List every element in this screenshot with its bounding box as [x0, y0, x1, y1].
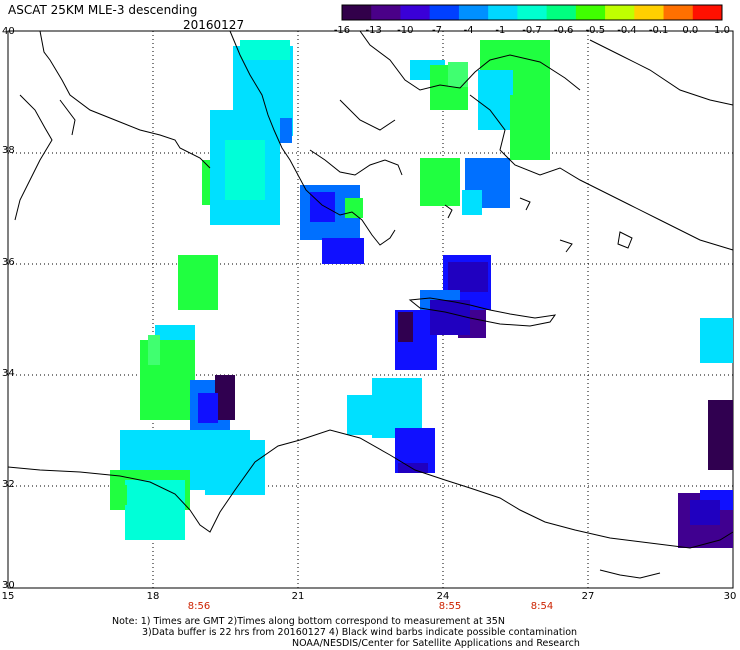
swath-cell: [510, 95, 550, 160]
colorbar-label: -7: [432, 25, 442, 36]
lat-label-36: 36: [2, 257, 15, 268]
lat-label-34: 34: [2, 368, 15, 379]
swath-cell: [240, 40, 290, 60]
colorbar: [341, 4, 723, 21]
lon-label-18: 18: [146, 591, 160, 602]
colorbar-segment: [342, 5, 372, 20]
colorbar-label: -13: [365, 25, 382, 36]
map-title: ASCAT 25KM MLE-3 descending: [8, 3, 198, 17]
colorbar-label: -16: [333, 25, 351, 36]
colorbar-segment: [371, 5, 401, 20]
colorbar-label: -4: [463, 25, 474, 36]
lat-label-38: 38: [2, 145, 15, 156]
lat-label-40: 40: [2, 26, 15, 37]
swath-cell: [115, 485, 127, 505]
colorbar-label: -0.7: [522, 25, 542, 36]
swath-cell: [215, 375, 235, 420]
map-frame: [7, 30, 734, 589]
swath-cell: [148, 335, 160, 365]
note-line-1: Note: 1) Times are GMT 2)Times along bot…: [112, 616, 505, 627]
swath-cell: [478, 70, 513, 130]
scatterometer-swaths: [110, 40, 733, 548]
colorbar-segment: [605, 5, 635, 20]
swath-cell: [398, 463, 428, 473]
swath-cell: [178, 255, 218, 310]
swath-cell: [448, 262, 488, 292]
colorbar-segment: [517, 5, 548, 20]
swath-cell: [430, 300, 470, 335]
lat-label-32: 32: [2, 479, 15, 490]
colorbar-segment: [575, 5, 606, 20]
map-date: 20160127: [183, 18, 245, 32]
swath-cell: [125, 480, 185, 540]
swath-cell: [398, 312, 413, 342]
colorbar-label: -0.4: [617, 25, 637, 36]
swath-cell: [690, 500, 720, 525]
colorbar-label: -0.1: [648, 25, 669, 36]
swath-cell: [345, 198, 363, 218]
colorbar-segment: [488, 5, 518, 20]
swath-cell: [462, 190, 482, 215]
swath-cell: [420, 158, 460, 206]
swath-cell: [310, 192, 335, 222]
note-line-2: 3)Data buffer is 22 hrs from 20160127 4)…: [142, 627, 578, 638]
footnotes: Note: 1) Times are GMT 2)Times along bot…: [112, 616, 580, 649]
time-label-1: 8:56: [187, 601, 211, 612]
colorbar-segment: [400, 5, 431, 20]
colorbar-label: 1.0: [714, 25, 730, 36]
time-label-3: 8:54: [530, 601, 554, 612]
colorbar-label: -0.6: [553, 25, 574, 36]
colorbar-segment: [429, 5, 460, 20]
colorbar-label: 0.0: [682, 25, 699, 36]
swath-cell: [202, 160, 210, 205]
lon-label-21: 21: [291, 591, 305, 602]
colorbar-segment: [663, 5, 694, 20]
colorbar-segment: [458, 5, 489, 20]
coastlines: [7, 30, 734, 579]
swath-cell: [700, 318, 733, 363]
swath-cell: [198, 393, 218, 423]
colorbar-segment: [634, 5, 665, 20]
colorbar-label: -10: [397, 25, 414, 36]
swath-cell: [708, 400, 733, 470]
swath-cell: [347, 395, 392, 435]
lat-label-30: 30: [2, 580, 15, 591]
colorbar-segment: [692, 5, 723, 20]
colorbar-label: -0.5: [585, 25, 606, 36]
time-label-2: 8:55: [438, 601, 462, 612]
colorbar-label: -1: [495, 25, 506, 36]
lon-label-24: 24: [436, 591, 450, 602]
swath-cell: [322, 238, 364, 264]
note-line-3: NOAA/NESDIS/Center for Satellite Applica…: [292, 638, 580, 649]
swath-cell: [205, 440, 265, 495]
lon-label-27: 27: [581, 591, 595, 602]
swath-cell: [225, 140, 265, 200]
lon-label-30: 30: [723, 591, 737, 602]
lon-label-15: 15: [1, 591, 15, 602]
swath-cell: [448, 62, 468, 87]
colorbar-segment: [546, 5, 577, 20]
